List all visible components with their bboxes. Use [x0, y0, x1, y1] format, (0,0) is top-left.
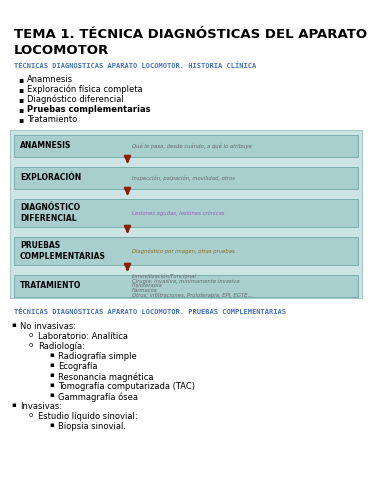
- Text: ▪: ▪: [18, 75, 23, 84]
- Text: ▪: ▪: [49, 362, 54, 368]
- Text: Inspección, palpación, movilidad, otros: Inspección, palpación, movilidad, otros: [132, 175, 235, 181]
- Text: ▪: ▪: [18, 85, 23, 94]
- Text: ▪: ▪: [11, 322, 16, 328]
- Text: ▪: ▪: [18, 95, 23, 104]
- Text: o: o: [29, 412, 33, 418]
- Text: Gammagrafía ósea: Gammagrafía ósea: [58, 392, 138, 401]
- Text: ▪: ▪: [49, 392, 54, 398]
- Text: o: o: [29, 342, 33, 348]
- Text: Inmovilización/Funcional: Inmovilización/Funcional: [132, 275, 197, 279]
- Bar: [10, 130, 362, 298]
- Text: Lesiones agudas, lesiones crónicas: Lesiones agudas, lesiones crónicas: [132, 210, 224, 216]
- Text: Invasivas:: Invasivas:: [20, 402, 62, 411]
- Text: Cirugía: invasiva, mínimamente invasiva: Cirugía: invasiva, mínimamente invasiva: [132, 279, 240, 284]
- Text: Diagnóstico diferencial: Diagnóstico diferencial: [27, 95, 124, 105]
- Text: TEMA 1. TÉCNICA DIAGNÓSTICAS DEL APARATO: TEMA 1. TÉCNICA DIAGNÓSTICAS DEL APARATO: [14, 28, 367, 41]
- Text: TRATAMIENTO: TRATAMIENTO: [20, 281, 81, 290]
- Text: ▪: ▪: [49, 382, 54, 388]
- Text: Fármacos: Fármacos: [132, 288, 158, 293]
- Text: Exploración física completa: Exploración física completa: [27, 85, 142, 95]
- Text: ▪: ▪: [18, 105, 23, 114]
- Text: PRUEBAS
COMPLEMENTARIAS: PRUEBAS COMPLEMENTARIAS: [20, 241, 106, 261]
- Text: TÉCNICAS DIAGNÓSTICAS APARATO LOCOMOTOR. PRUEBAS COMPLEMENTARIAS: TÉCNICAS DIAGNÓSTICAS APARATO LOCOMOTOR.…: [14, 309, 286, 315]
- Text: Radiografía simple: Radiografía simple: [58, 352, 137, 361]
- Text: Pruebas complementarias: Pruebas complementarias: [27, 105, 151, 114]
- Text: ▪: ▪: [49, 422, 54, 428]
- Bar: [14, 275, 358, 297]
- Bar: [14, 167, 358, 189]
- Text: TÉCNICAS DIAGNÓSTICAS APARATO LOCOMOTOR. HISTORIA CLÍNICA: TÉCNICAS DIAGNÓSTICAS APARATO LOCOMOTOR.…: [14, 62, 256, 69]
- Text: Radiología:: Radiología:: [38, 342, 85, 351]
- Bar: [14, 135, 358, 157]
- Text: ANAMNESIS: ANAMNESIS: [20, 142, 71, 151]
- Text: No invasivas:: No invasivas:: [20, 322, 76, 331]
- Text: Estudio líquido sinovial:: Estudio líquido sinovial:: [38, 412, 138, 421]
- Text: Fisioterapia: Fisioterapia: [132, 284, 163, 288]
- Text: DIAGNÓSTICO
DIFERENCIAL: DIAGNÓSTICO DIFERENCIAL: [20, 204, 80, 223]
- Text: ▪: ▪: [11, 402, 16, 408]
- Text: Anamnesis: Anamnesis: [27, 75, 73, 84]
- Text: ▪: ▪: [49, 372, 54, 378]
- Text: EXPLORACIÓN: EXPLORACIÓN: [20, 173, 81, 182]
- Text: Resonancia magnética: Resonancia magnética: [58, 372, 154, 382]
- Text: Tratamiento: Tratamiento: [27, 115, 77, 124]
- Text: o: o: [29, 332, 33, 338]
- Text: ▪: ▪: [18, 115, 23, 124]
- Text: Ecografía: Ecografía: [58, 362, 98, 371]
- Text: Otros: infiltraciones, Proloterapia, EPI, EGTE...: Otros: infiltraciones, Proloterapia, EPI…: [132, 292, 253, 298]
- Text: ▪: ▪: [49, 352, 54, 358]
- Bar: [14, 199, 358, 227]
- Text: Biopsia sinovial.: Biopsia sinovial.: [58, 422, 126, 431]
- Text: Diagnóstico por imagen, otras pruebas: Diagnóstico por imagen, otras pruebas: [132, 248, 235, 254]
- Text: Laboratorio: Analítica: Laboratorio: Analítica: [38, 332, 128, 341]
- Bar: [14, 237, 358, 265]
- Text: LOCOMOTOR: LOCOMOTOR: [14, 44, 109, 57]
- Text: Tomografía computarizada (TAC): Tomografía computarizada (TAC): [58, 382, 195, 391]
- Text: Qué le pasa, desde cuándo, a qué lo atribuye: Qué le pasa, desde cuándo, a qué lo atri…: [132, 143, 252, 149]
